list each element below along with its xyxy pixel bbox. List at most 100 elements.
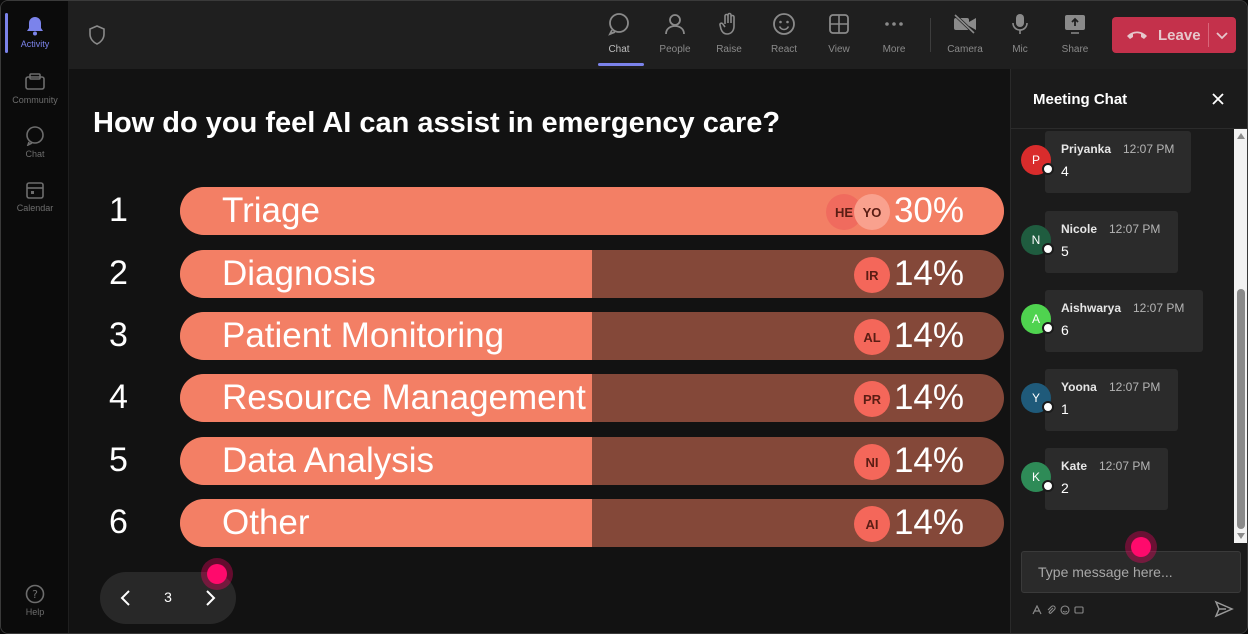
help-icon: ? bbox=[24, 583, 46, 605]
presence-status-dot bbox=[1042, 163, 1054, 175]
poll-result-fill bbox=[180, 437, 592, 485]
meeting-chat-panel: Meeting Chat Priyanka 12:07 PM 4 P Nicole 12:… bbox=[1010, 69, 1247, 633]
toolbar-divider bbox=[930, 18, 931, 52]
grid-view-icon bbox=[826, 11, 852, 37]
react-button[interactable]: React bbox=[757, 11, 811, 61]
poll-result-bar: Diagnosis 14% IR bbox=[180, 250, 1004, 298]
poll-result-fill bbox=[180, 374, 592, 422]
poll-option-number: 2 bbox=[109, 254, 128, 292]
chat-button[interactable]: Chat bbox=[592, 11, 646, 61]
chat-message[interactable]: Kate 12:07 PM 2 K bbox=[1011, 448, 1231, 512]
sender-name: Aishwarya bbox=[1061, 301, 1122, 315]
rail-item-label: Chat bbox=[25, 149, 45, 159]
chevron-down-icon[interactable] bbox=[1215, 28, 1229, 42]
poll-option-label: Triage bbox=[222, 191, 320, 230]
poll-question: How do you feel AI can assist in emergen… bbox=[93, 107, 781, 139]
chat-message[interactable]: Priyanka 12:07 PM 4 P bbox=[1011, 131, 1231, 195]
poll-stage: How do you feel AI can assist in emergen… bbox=[69, 69, 1009, 633]
message-text: 2 bbox=[1061, 480, 1069, 496]
send-icon[interactable] bbox=[1214, 599, 1234, 619]
pointer-indicator bbox=[1125, 531, 1157, 563]
message-text: 6 bbox=[1061, 322, 1069, 338]
message-time: 12:07 PM bbox=[1099, 459, 1151, 473]
poll-option-number: 3 bbox=[109, 316, 128, 354]
poll-result-bar: Patient Monitoring 14% AL bbox=[180, 312, 1004, 360]
voter-avatar: IR bbox=[854, 257, 890, 293]
poll-option-percent: 14% bbox=[893, 503, 964, 542]
rail-item-label: Community bbox=[12, 95, 58, 105]
poll-option-number: 1 bbox=[109, 191, 128, 229]
rail-item-activity[interactable]: Activity bbox=[1, 7, 69, 61]
poll-option-row: 2 Diagnosis 14% IR bbox=[69, 250, 1009, 298]
people-button-label: People bbox=[659, 44, 691, 55]
presence-status-dot bbox=[1042, 401, 1054, 413]
poll-option-percent: 14% bbox=[893, 441, 964, 480]
message-input[interactable] bbox=[1022, 552, 1240, 592]
camera-off-icon bbox=[952, 11, 978, 37]
people-button[interactable]: People bbox=[648, 11, 702, 61]
scroll-up-arrow-icon[interactable] bbox=[1237, 133, 1245, 139]
rail-item-help[interactable]: ? Help bbox=[1, 575, 69, 629]
voter-avatar: AI bbox=[854, 506, 890, 542]
close-icon[interactable] bbox=[1210, 91, 1226, 107]
poll-option-percent: 14% bbox=[893, 378, 964, 417]
poll-option-label: Data Analysis bbox=[222, 441, 435, 480]
sender-name: Kate bbox=[1061, 459, 1088, 473]
camera-button[interactable]: Camera bbox=[938, 11, 992, 61]
attach-icon[interactable] bbox=[1046, 605, 1056, 615]
poll-option-number: 5 bbox=[109, 441, 128, 479]
chevron-right-icon[interactable] bbox=[200, 588, 220, 608]
leave-button[interactable]: Leave bbox=[1112, 17, 1236, 53]
voter-avatar: YO bbox=[854, 194, 890, 230]
poll-option-label: Other bbox=[222, 503, 310, 542]
svg-text:?: ? bbox=[32, 588, 38, 601]
poll-option-row: 4 Resource Management 14% PR bbox=[69, 374, 1009, 422]
poll-result-bar: Other 14% AI bbox=[180, 499, 1004, 547]
poll-option-label: Patient Monitoring bbox=[222, 316, 505, 355]
rail-item-community[interactable]: Community bbox=[1, 63, 69, 117]
rail-item-label: Activity bbox=[20, 39, 50, 49]
emoji-icon[interactable] bbox=[1060, 605, 1070, 615]
raise-hand-button[interactable]: Raise bbox=[702, 11, 756, 61]
camera-button-label: Camera bbox=[947, 44, 983, 55]
chat-message[interactable]: Yoona 12:07 PM 1 Y bbox=[1011, 369, 1231, 433]
rail-item-label: Calendar bbox=[16, 203, 54, 213]
chat-header: Meeting Chat bbox=[1011, 69, 1247, 129]
mic-icon bbox=[1007, 11, 1033, 37]
poll-result-fill bbox=[180, 499, 592, 547]
emoji-icon bbox=[771, 11, 797, 37]
share-button[interactable]: Share bbox=[1048, 11, 1102, 61]
message-time: 12:07 PM bbox=[1109, 222, 1161, 236]
message-bubble: Kate 12:07 PM 2 bbox=[1045, 448, 1168, 510]
rail-item-label: Help bbox=[25, 607, 45, 617]
message-time: 12:07 PM bbox=[1123, 142, 1175, 156]
shield-icon[interactable] bbox=[87, 25, 107, 45]
poll-option-percent: 14% bbox=[893, 316, 964, 355]
chat-message[interactable]: Nicole 12:07 PM 5 N bbox=[1011, 211, 1231, 275]
scroll-down-arrow-icon[interactable] bbox=[1237, 533, 1245, 539]
rail-item-chat[interactable]: Chat bbox=[1, 117, 69, 171]
view-button[interactable]: View bbox=[812, 11, 866, 61]
poll-option-row: 6 Other 14% AI bbox=[69, 499, 1009, 547]
chat-icon bbox=[24, 125, 46, 147]
chat-scrollbar[interactable] bbox=[1234, 129, 1247, 543]
format-icon[interactable] bbox=[1032, 604, 1042, 615]
gif-icon[interactable] bbox=[1074, 605, 1084, 615]
voter-avatar: NI bbox=[854, 444, 890, 480]
poll-option-row: 5 Data Analysis 14% NI bbox=[69, 437, 1009, 485]
message-bubble: Nicole 12:07 PM 5 bbox=[1045, 211, 1178, 273]
more-button[interactable]: More bbox=[867, 11, 921, 61]
share-button-label: Share bbox=[1061, 44, 1089, 55]
active-tab-indicator bbox=[598, 63, 644, 66]
message-text: 1 bbox=[1061, 401, 1069, 417]
message-text: 5 bbox=[1061, 243, 1069, 259]
poll-option-label: Diagnosis bbox=[222, 254, 376, 293]
rail-item-calendar[interactable]: Calendar bbox=[1, 171, 69, 225]
chat-message[interactable]: Aishwarya 12:07 PM 6 A bbox=[1011, 290, 1231, 354]
chevron-left-icon[interactable] bbox=[116, 588, 136, 608]
message-composer bbox=[1021, 551, 1241, 593]
scroll-thumb[interactable] bbox=[1237, 289, 1245, 529]
presence-status-dot bbox=[1042, 322, 1054, 334]
mic-button[interactable]: Mic bbox=[993, 11, 1047, 61]
